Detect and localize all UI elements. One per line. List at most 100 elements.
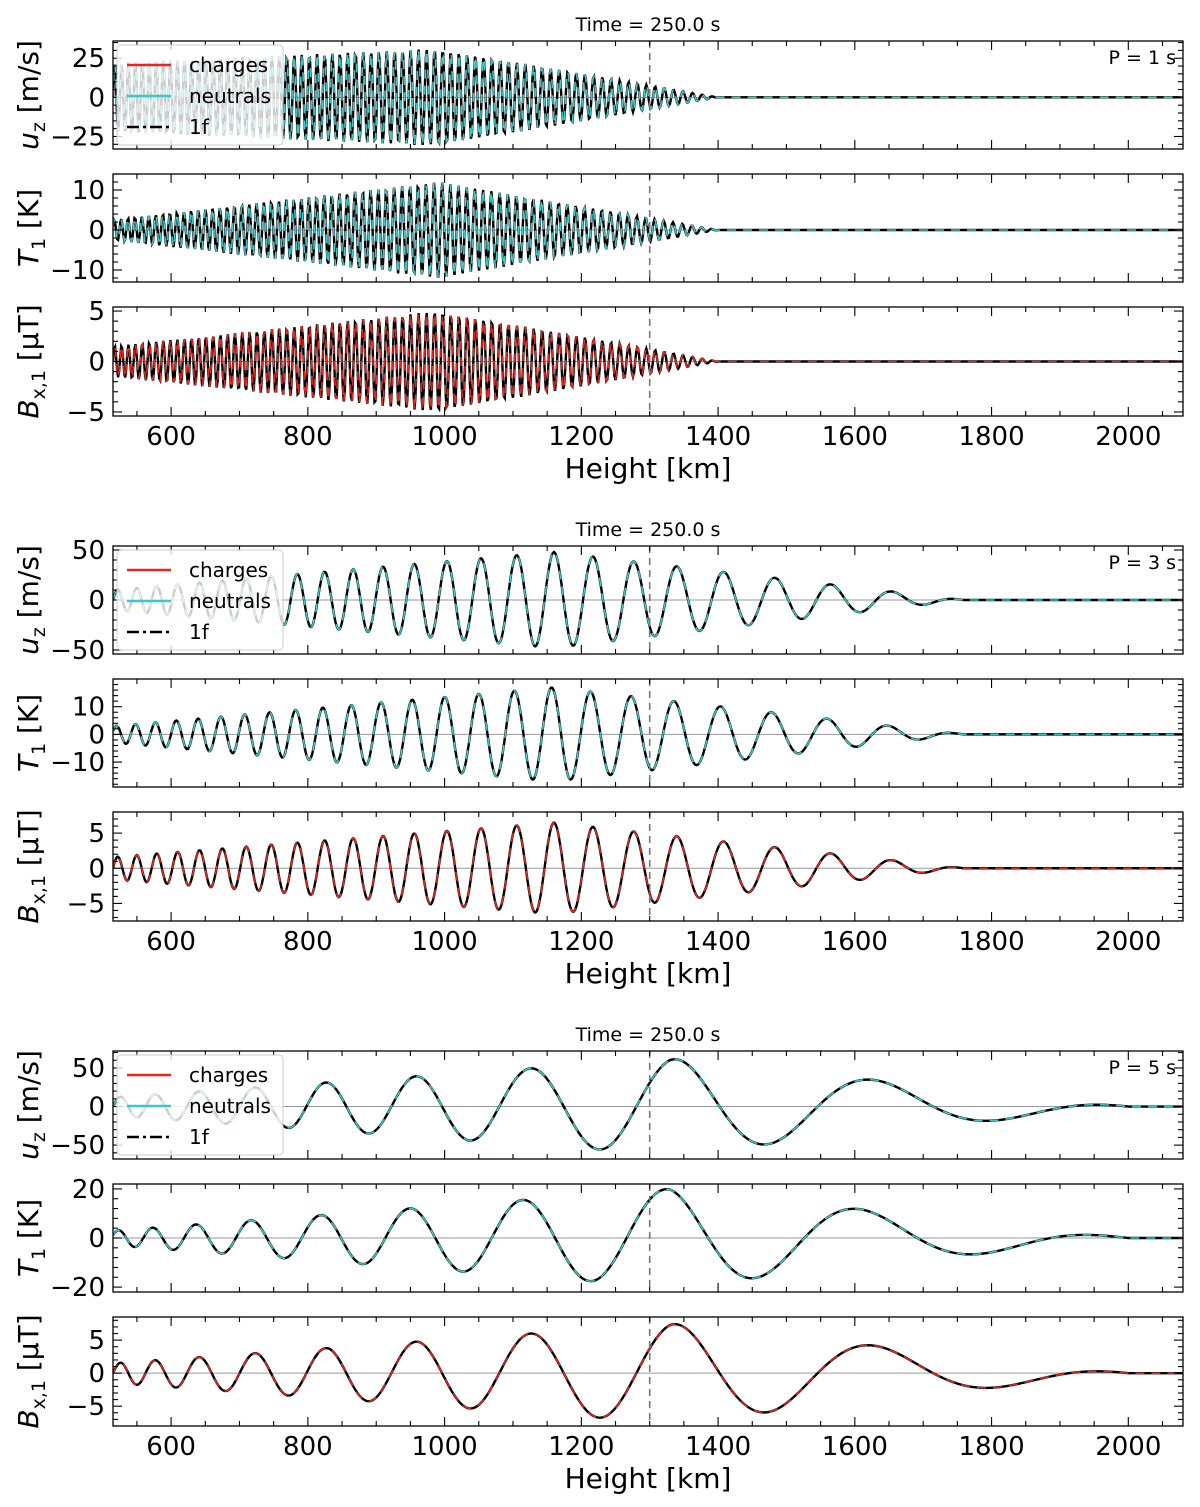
data-curves <box>113 182 1183 278</box>
y-axis-label: Bx,1 [μT] <box>12 304 50 418</box>
x-tick-label: 1600 <box>822 1432 888 1462</box>
x-tick-label: 1400 <box>685 927 751 957</box>
ylabel-main: u <box>12 1142 45 1160</box>
y-tick-label: 50 <box>72 536 105 566</box>
x-tick-label: 600 <box>146 422 196 452</box>
ylabel-main: B <box>12 399 45 418</box>
y-tick-label: 10 <box>72 693 105 723</box>
legend-label-charges: charges <box>189 1063 268 1087</box>
x-tick-label: 1200 <box>548 927 614 957</box>
axes-frame <box>112 173 1184 283</box>
data-curves <box>113 312 1183 413</box>
series-1f <box>113 821 1183 914</box>
period-annotation: P = 1 s <box>1109 47 1176 69</box>
x-tick-label: 1400 <box>685 422 751 452</box>
y-tick-label: 0 <box>88 216 105 246</box>
x-tick-label: 1200 <box>548 422 614 452</box>
y-axis-label: T1 [K] <box>12 1199 50 1277</box>
axes-frame <box>112 811 1184 922</box>
series-neutrals <box>113 1188 1183 1282</box>
ylabel-unit: [K] <box>12 694 45 743</box>
ylabel-unit: [K] <box>12 189 45 238</box>
data-curves <box>113 1322 1183 1419</box>
series-neutrals <box>113 182 1183 278</box>
ylabel-main: T <box>12 248 45 267</box>
x-tick-label: 800 <box>283 422 333 452</box>
ylabel-subscript: 1 <box>28 238 50 250</box>
y-tick-label: 0 <box>88 83 105 113</box>
axes-frame <box>112 40 1184 150</box>
chart-title: Time = 250.0 s <box>575 14 721 36</box>
series-1f <box>113 1322 1183 1419</box>
panel-uz: −50 0 50 uz [m/s] P = 5 s charges neutrals 1f <box>12 1050 1184 1161</box>
series-charges <box>113 1323 1183 1419</box>
panel-uz: −25 0 25 uz [m/s] P = 1 s charges neutrals 1f <box>12 40 1184 152</box>
y-tick-label: 0 <box>88 1093 105 1123</box>
y-tick-label: −5 <box>67 889 105 919</box>
ylabel-main: B <box>12 1409 45 1428</box>
y-tick-label: 0 <box>88 1224 105 1254</box>
y-tick-label: −10 <box>50 748 105 778</box>
series-charges <box>113 312 1183 412</box>
legend-label-1f: 1f <box>189 620 210 644</box>
data-curves <box>113 49 1183 147</box>
ylabel-main: B <box>12 904 45 923</box>
ylabel-subscript: 1 <box>28 743 50 755</box>
series-neutrals <box>113 1058 1183 1151</box>
x-tick-label: 600 <box>146 927 196 957</box>
panel-uz: −50 0 50 uz [m/s] P = 3 s charges neutrals 1f <box>12 536 1184 666</box>
y-axis-label: uz [m/s] <box>12 1050 50 1160</box>
y-axis-label: uz [m/s] <box>12 545 50 655</box>
y-tick-label: 0 <box>88 1359 105 1389</box>
legend: charges neutrals 1f <box>116 1054 284 1156</box>
data-curves <box>113 686 1183 781</box>
x-tick-label: 1000 <box>412 927 478 957</box>
ylabel-main: T <box>12 753 45 772</box>
axes-frame <box>112 1316 1184 1427</box>
ylabel-subscript: z <box>28 122 50 132</box>
ylabel-subscript: z <box>28 1132 50 1142</box>
series-neutrals <box>113 1323 1183 1419</box>
x-tick-label: 2000 <box>1095 422 1161 452</box>
ylabel-unit: [K] <box>12 1199 45 1248</box>
y-tick-label: 20 <box>72 1175 105 1205</box>
y-tick-label: 50 <box>72 1054 105 1084</box>
ylabel-unit: [μT] <box>12 809 45 875</box>
chart-group-5s: Time = 250.0 s −50 0 50 uz [m/s] P = 5 s charg… <box>12 1024 1184 1495</box>
legend-box <box>116 1054 284 1156</box>
y-axis-label: Bx,1 [μT] <box>12 809 50 923</box>
data-curves <box>113 821 1183 914</box>
series-neutrals <box>113 49 1183 146</box>
y-tick-label: 5 <box>88 297 105 327</box>
chart-title: Time = 250.0 s <box>575 1024 721 1046</box>
chart-group-1s: Time = 250.0 s −25 0 25 uz [m/s] P = 1 s charg… <box>12 14 1184 485</box>
x-tick-label: 1600 <box>822 927 888 957</box>
legend-label-neutrals: neutrals <box>189 1094 271 1118</box>
ylabel-unit: [m/s] <box>12 1050 45 1132</box>
x-tick-label: 600 <box>146 1432 196 1462</box>
y-tick-label: −25 <box>50 122 105 152</box>
x-axis-label: Height [km] <box>565 452 732 485</box>
x-axis-label: Height [km] <box>565 957 732 990</box>
y-axis-label: uz [m/s] <box>12 40 50 150</box>
x-tick-label: 1200 <box>548 1432 614 1462</box>
x-tick-label: 1600 <box>822 422 888 452</box>
legend-label-neutrals: neutrals <box>189 589 271 613</box>
legend-box <box>116 44 284 146</box>
y-tick-label: 25 <box>72 44 105 74</box>
period-annotation: P = 5 s <box>1109 1057 1176 1079</box>
y-tick-label: −50 <box>50 1131 105 1161</box>
ylabel-subscript: x,1 <box>28 875 50 904</box>
legend-label-charges: charges <box>189 558 268 582</box>
y-axis-label: Bx,1 [μT] <box>12 1314 50 1428</box>
axes-frame <box>112 1050 1184 1160</box>
y-tick-label: −50 <box>50 636 105 666</box>
ylabel-subscript: z <box>28 627 50 637</box>
data-curves <box>113 550 1183 648</box>
ylabel-subscript: x,1 <box>28 370 50 399</box>
